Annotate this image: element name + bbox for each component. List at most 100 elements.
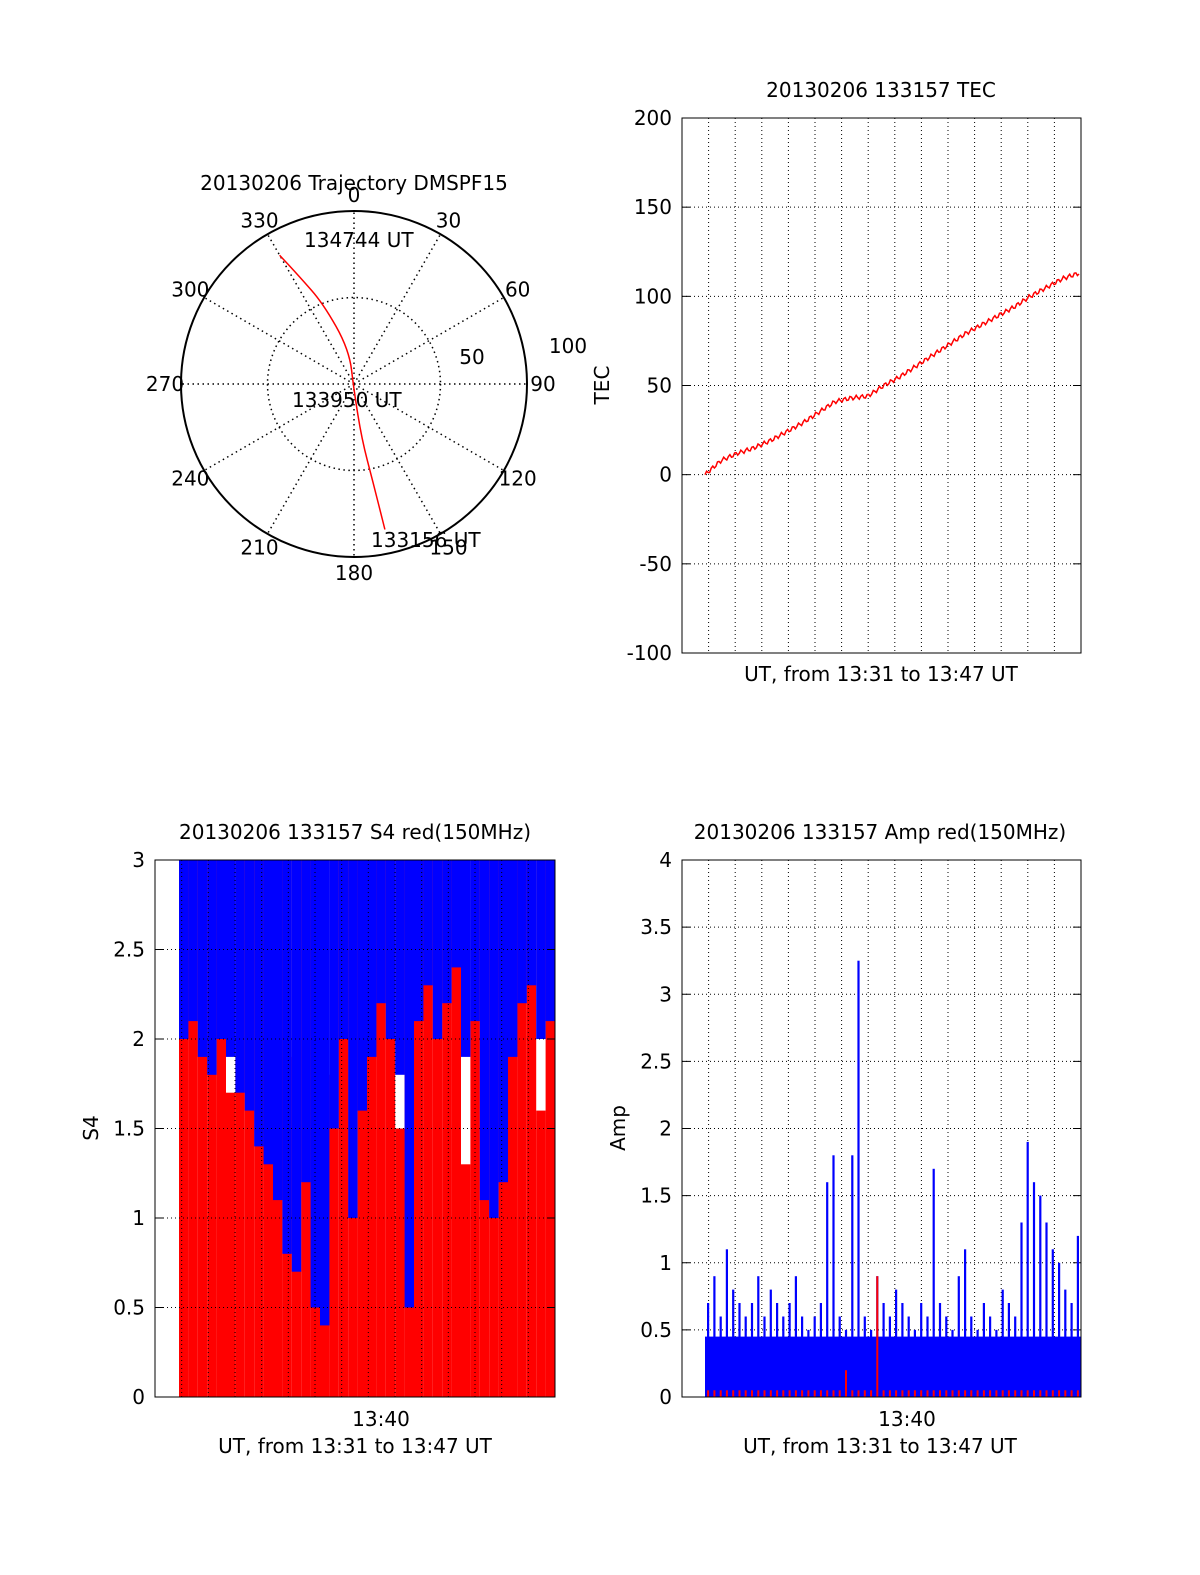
polar-outer-ring [180,210,528,558]
polar-title: 20130206 Trajectory DMSPF15 [200,171,508,195]
amp-red-bar [1051,1390,1054,1397]
polar-angle-label: 0 [348,183,361,207]
amp-blue-bar [1039,1195,1042,1397]
polar-radius-labels: 50 100 [459,334,587,369]
amp-blue-bar [932,1168,935,1397]
amp-blue-bar [901,1303,904,1397]
y-tick-label: 200 [634,106,672,130]
amp-y-label: Amp [606,1105,630,1151]
amp-red-bar [751,1390,753,1397]
amp-x-tick: 13:40 [878,1407,936,1431]
polar-radius-label: 100 [549,334,587,358]
amp-red-bar [744,1390,747,1397]
s4-red-bar [385,860,396,1397]
y-tick-label: -100 [627,641,672,665]
y-tick-label: 0.5 [640,1318,672,1342]
y-tick-label: 100 [634,284,672,308]
amp-red-bar [1076,1390,1079,1397]
s4-panel: 20130206 133157 S4 red(150MHz) 0 0.5 1 1.5 2… [79,820,556,1458]
s4-red-bar [216,860,226,1397]
s4-blue-bar [489,860,499,1218]
s4-blue-bar [263,860,273,1165]
y-tick-label: 50 [647,374,672,398]
s4-red-bar [461,1164,471,1397]
polar-angle-label: 300 [171,278,209,302]
s4-blue-bar [395,860,405,1075]
amp-blue-bar [738,1303,741,1397]
s4-red-bar [423,860,433,1397]
s4-red-bar [432,860,443,1397]
polar-radius-label: 50 [459,345,484,369]
tec-y-label: TEC [590,366,614,406]
s4-blue-bar [254,860,264,1147]
s4-blue-bar [273,860,283,1201]
s4-red-bar [188,860,198,1397]
amp-blue-bar [1026,1141,1029,1397]
tec-y-ticks: -100 -50 0 50 100 150 200 [627,106,672,665]
amp-blue-base [705,1336,1081,1397]
amp-blue-bar [964,1249,967,1397]
y-tick-label: 0 [659,1385,672,1409]
amp-red-bar [838,1390,841,1397]
y-tick-label: 0.5 [113,1296,145,1320]
polar-angle-label: 120 [499,467,537,491]
s4-red-bar [517,860,527,1397]
amp-blue-bar [844,1329,848,1397]
amp-blue-bar [732,1289,735,1397]
amp-blue-bar [769,1289,772,1397]
amp-blue-bar [713,1276,716,1397]
polar-spoke [266,383,355,535]
s4-x-label: UT, from 13:31 to 13:47 UT [218,1434,493,1458]
amp-blue-bar [851,1155,854,1397]
y-tick-label: 0 [659,463,672,487]
polar-angle-label: 330 [240,208,278,232]
amp-red-bar [832,1390,835,1397]
s4-blue-bar [536,860,546,1039]
amp-panel: 20130206 133157 Amp red(150MHz) 0 0.5 1 1.5… [606,820,1082,1458]
polar-spoke [353,233,442,385]
amp-blue-bar [719,1316,722,1397]
polar-angle-label: 210 [240,536,278,560]
amp-blue-bar [938,1303,942,1397]
y-tick-label: 2.5 [113,938,145,962]
amp-red-bar [932,1390,935,1397]
polar-spoke [353,383,505,472]
amp-blue-bar [838,1316,841,1397]
y-tick-label: 1 [659,1251,672,1275]
amp-red-bar [1070,1390,1073,1397]
amp-red-bar [1039,1390,1042,1397]
amp-red-bar [970,1390,973,1397]
s4-red-bar [414,860,424,1397]
amp-blue-bar [801,1316,804,1397]
polar-angle-label: 60 [505,278,530,302]
amp-blue-bar [813,1316,816,1397]
amp-blue-bar [970,1316,973,1397]
polar-spoke [353,296,505,385]
amp-red-bar [719,1390,722,1397]
s4-blue-bar [357,860,367,1111]
amp-blue-bar [957,1276,960,1397]
s4-blue-bar [508,860,518,1057]
amp-red-bar [857,1390,860,1397]
amp-blue-bar [788,1303,791,1397]
amp-blue-bar [1070,1303,1073,1397]
amp-blue-bar [882,1303,885,1397]
amp-blue-bar [819,1303,822,1397]
amp-red-bar [807,1390,810,1397]
y-tick-label: 4 [659,848,672,872]
amp-red-bar [757,1390,760,1397]
polar-spoke [203,383,355,472]
amp-red-bar [769,1390,772,1397]
trajectory-end-label: 134744 UT [304,228,414,252]
s4-blue-bar [376,860,386,1004]
amp-red-bar [776,1390,779,1397]
amp-blue-bar [976,1329,979,1397]
s4-red-bar [536,1110,546,1397]
amp-red-bar [788,1390,791,1397]
s4-red-bar [451,860,461,1397]
s4-blue-bar [367,860,377,1057]
y-tick-label: -50 [639,552,672,576]
amp-red-bar [957,1390,960,1397]
amp-grid [682,859,1081,1398]
s4-blue-bar [545,860,555,1022]
